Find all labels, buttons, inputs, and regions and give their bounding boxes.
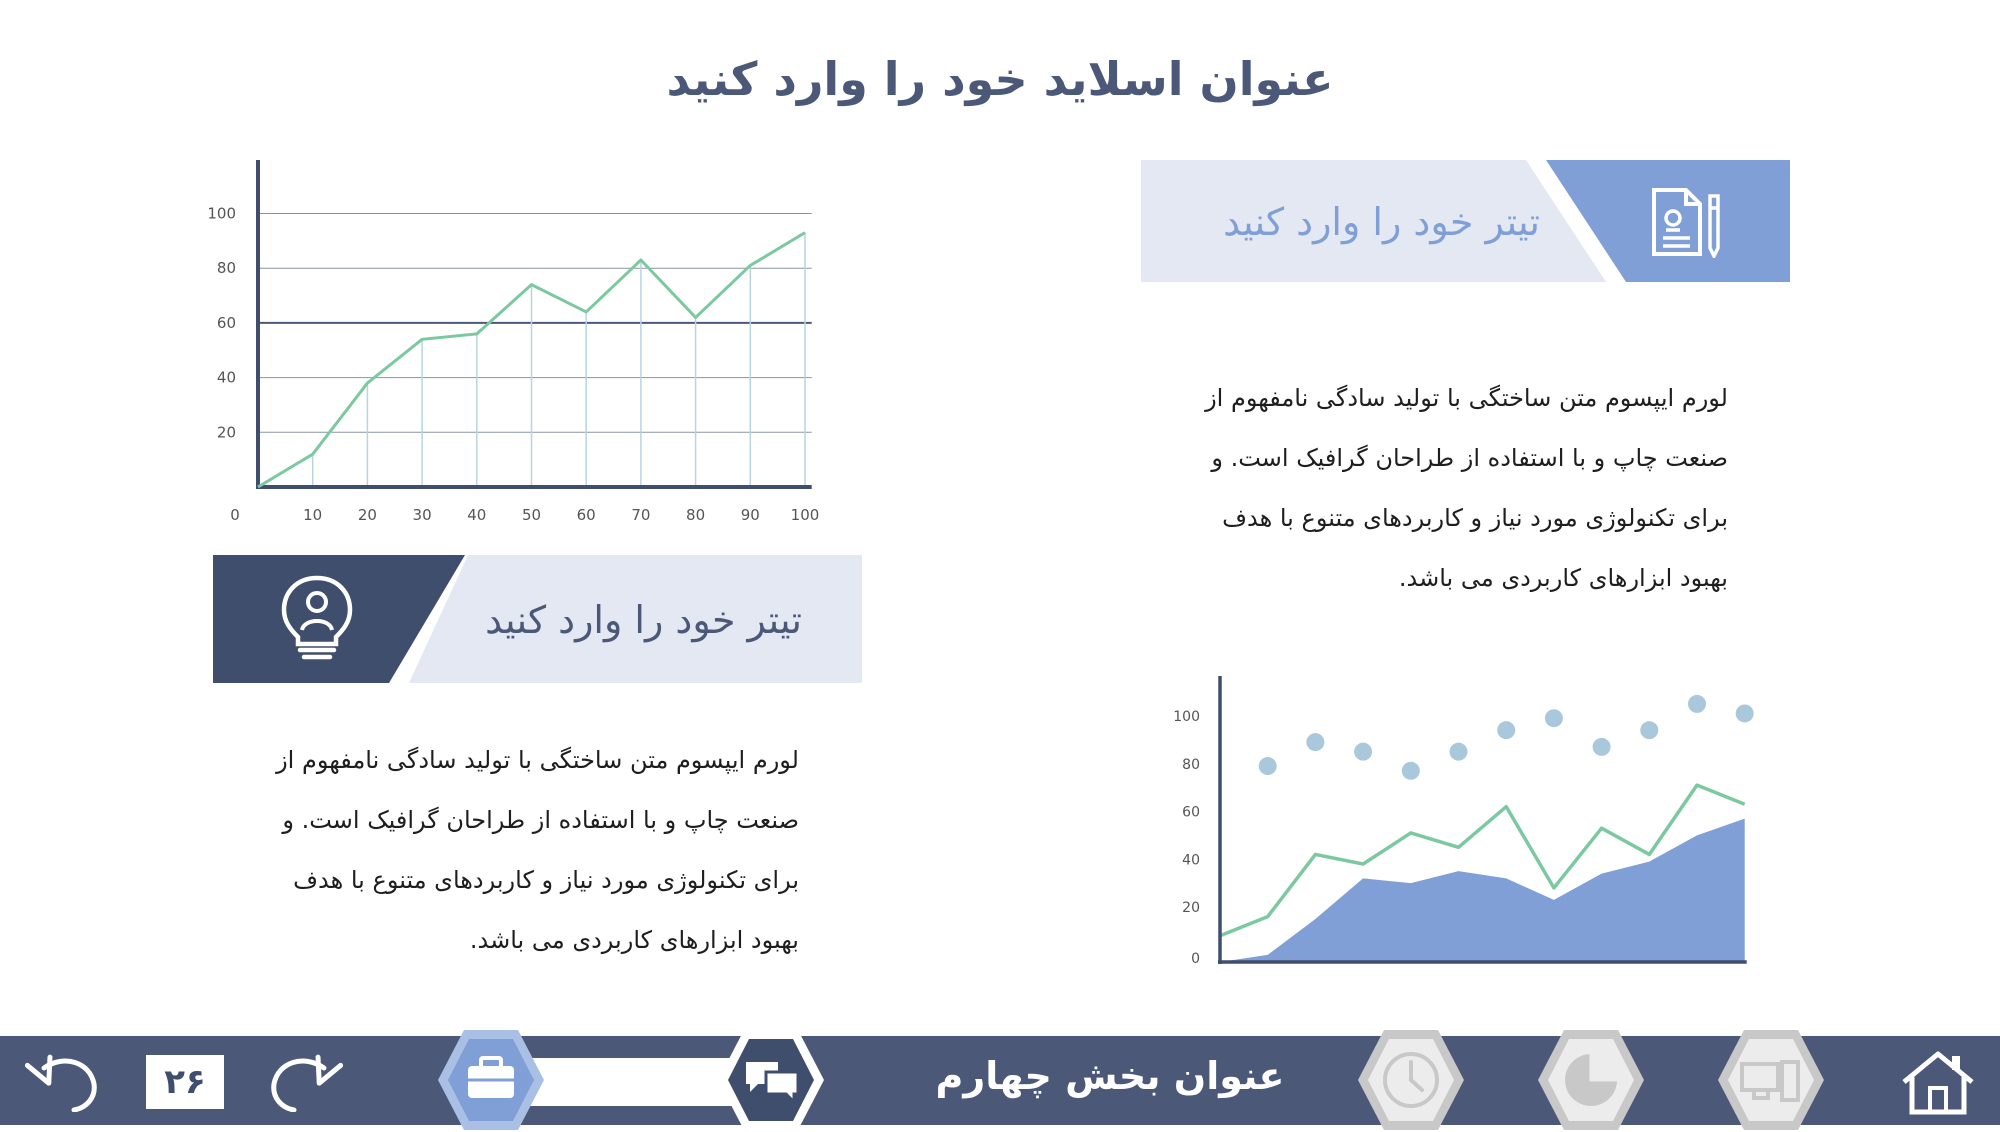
x-tick-label: 100 bbox=[791, 506, 820, 524]
line-series bbox=[1219, 783, 1746, 938]
right-paragraph-line: برای تکنولوژی مورد نیاز و کاربردهای متنو… bbox=[1222, 504, 1728, 532]
y-tick-label: 40 bbox=[1182, 852, 1200, 868]
x-tick-label: 10 bbox=[303, 506, 322, 524]
x-tick-label: 50 bbox=[522, 506, 541, 524]
chat-button[interactable] bbox=[716, 1028, 826, 1132]
y-tick-label: 60 bbox=[217, 314, 236, 332]
x-tick-label: 70 bbox=[631, 506, 650, 524]
briefcase-button[interactable] bbox=[436, 1028, 546, 1132]
right-paragraph-line: بهبود ابزارهای کاربردی می باشد. bbox=[1398, 564, 1728, 592]
left-paragraph-line: بهبود ابزارهای کاربردی می باشد. bbox=[469, 926, 799, 954]
pie-chart-icon bbox=[1565, 1052, 1619, 1106]
right-paragraph: لورم ایپسوم متن ساختگی با تولید سادگی نا… bbox=[1200, 368, 1728, 608]
y-tick-label: 0 bbox=[1191, 951, 1200, 967]
left-paragraph-line: لورم ایپسوم متن ساختگی با تولید سادگی نا… bbox=[276, 746, 799, 774]
series-line bbox=[257, 231, 806, 489]
right-header-title: تیتر خود را وارد کنید bbox=[1223, 200, 1540, 244]
slide-title: عنوان اسلاید خود را وارد کنید bbox=[666, 52, 1334, 106]
home-icon[interactable] bbox=[1900, 1048, 1976, 1116]
left-paragraph-line: صنعت چاپ و با استفاده از طراحان گرافیک ا… bbox=[282, 806, 799, 834]
scatter-point bbox=[1640, 721, 1659, 740]
scatter-point bbox=[1592, 737, 1611, 756]
lightbulb-person-icon bbox=[281, 575, 353, 660]
left-header-shape bbox=[213, 555, 862, 683]
computer-icon bbox=[1740, 1060, 1800, 1102]
scatter-point bbox=[1258, 757, 1277, 776]
right-paragraph-line: لورم ایپسوم متن ساختگی با تولید سادگی نا… bbox=[1205, 384, 1728, 412]
briefcase-icon bbox=[468, 1056, 514, 1098]
y-tick-label: 100 bbox=[1173, 709, 1200, 725]
y-tick-label: 100 bbox=[207, 205, 236, 223]
left-paragraph: لورم ایپسوم متن ساختگی با تولید سادگی نا… bbox=[275, 730, 799, 970]
y-tick-label: 20 bbox=[217, 423, 236, 441]
x-tick-label: 0 bbox=[230, 506, 240, 524]
pie-chart-button[interactable] bbox=[1536, 1028, 1646, 1132]
scatter-point bbox=[1544, 709, 1563, 728]
clock-button[interactable] bbox=[1356, 1028, 1466, 1132]
document-pencil-icon bbox=[1652, 188, 1720, 258]
redo-arrow-icon[interactable] bbox=[268, 1050, 344, 1112]
scatter-point bbox=[1401, 761, 1420, 780]
x-tick-label: 60 bbox=[577, 506, 596, 524]
bottom-navigation-bar: ۲۶ عنوان بخش چهارم bbox=[0, 1030, 2000, 1130]
y-tick-label: 20 bbox=[1182, 900, 1200, 916]
left-header-title: تیتر خود را وارد کنید bbox=[485, 598, 802, 642]
scatter-point bbox=[1306, 733, 1325, 752]
computer-button[interactable] bbox=[1716, 1028, 1826, 1132]
clock-icon bbox=[1383, 1052, 1439, 1108]
y-tick-label: 80 bbox=[1182, 757, 1200, 773]
x-tick-label: 80 bbox=[686, 506, 705, 524]
left-paragraph-line: برای تکنولوژی مورد نیاز و کاربردهای متنو… bbox=[293, 866, 799, 894]
y-tick-label: 60 bbox=[1182, 805, 1200, 821]
y-tick-label: 80 bbox=[217, 259, 236, 277]
section-title: عنوان بخش چهارم bbox=[935, 1054, 1285, 1098]
scatter-point bbox=[1497, 721, 1516, 740]
x-tick-label: 20 bbox=[358, 506, 377, 524]
x-tick-label: 30 bbox=[413, 506, 432, 524]
scatter-point bbox=[1735, 704, 1754, 723]
scatter-point bbox=[1688, 694, 1706, 713]
right-header-shape bbox=[1141, 160, 1790, 282]
scatter-point bbox=[1354, 742, 1373, 761]
scatter-point bbox=[1449, 742, 1468, 761]
x-tick-label: 90 bbox=[741, 506, 760, 524]
right-paragraph-line: صنعت چاپ و با استفاده از طراحان گرافیک ا… bbox=[1211, 444, 1728, 472]
y-tick-label: 40 bbox=[217, 369, 236, 387]
area-series bbox=[1220, 818, 1745, 962]
page-number: ۲۶ bbox=[146, 1055, 224, 1109]
chat-bubbles-icon bbox=[746, 1062, 800, 1106]
x-tick-label: 40 bbox=[467, 506, 486, 524]
undo-arrow-icon[interactable] bbox=[24, 1050, 100, 1112]
